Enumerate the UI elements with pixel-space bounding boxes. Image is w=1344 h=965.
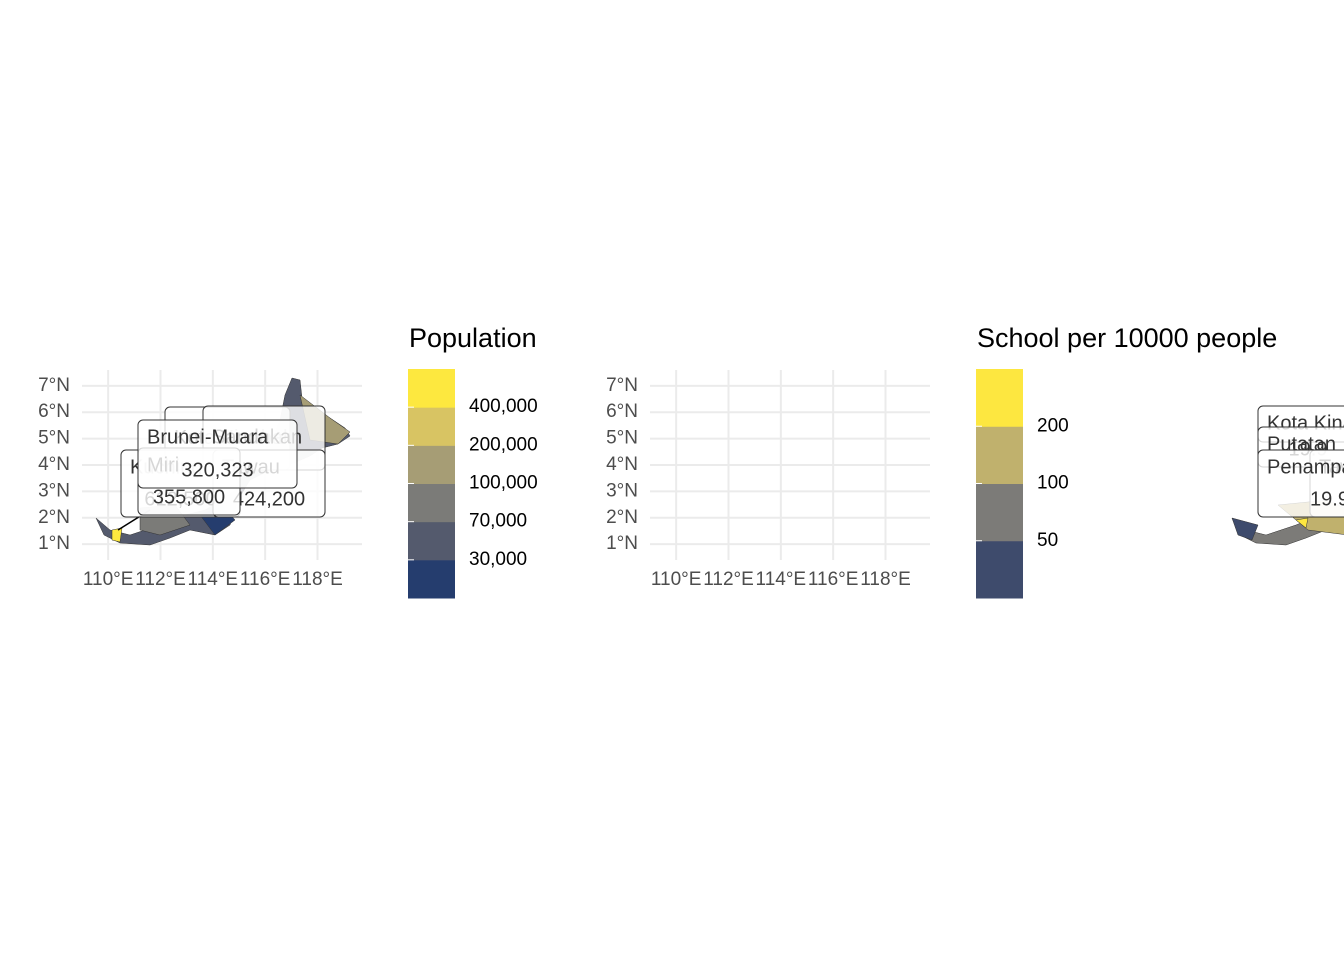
legend-label: 400,000	[469, 396, 538, 417]
y-tick-label: 4°N	[606, 454, 638, 475]
y-tick-label: 2°N	[606, 507, 638, 528]
x-tick-label: 118°E	[292, 569, 343, 590]
y-tick-label: 2°N	[38, 507, 70, 528]
legend-title: School per 10000 people	[977, 323, 1277, 353]
x-tick-label: 110°E	[651, 569, 702, 590]
legend-label: 70,000	[469, 511, 527, 532]
y-tick-label: 3°N	[606, 480, 638, 501]
label-value: 355,800	[153, 486, 225, 508]
y-tick-label: 1°N	[606, 533, 638, 554]
label-value: 320,323	[181, 459, 253, 481]
y-tick-label: 3°N	[38, 480, 70, 501]
y-tick-label: 5°N	[38, 428, 70, 449]
label-value: 19.9	[1310, 488, 1344, 510]
region	[1231, 517, 1259, 541]
legend-swatch	[408, 483, 455, 523]
legend-label: 30,000	[469, 549, 527, 570]
legend-swatch	[408, 521, 455, 561]
legend-swatch	[976, 483, 1023, 542]
y-tick-label: 6°N	[38, 401, 70, 422]
legend-swatch	[976, 426, 1023, 484]
map-label: Brunei-Muara 320,323	[137, 419, 298, 489]
legend-label: 100	[1037, 473, 1069, 494]
y-tick-label: 5°N	[606, 428, 638, 449]
region	[1295, 517, 1309, 529]
label-value: 424,200	[233, 488, 305, 510]
legend-swatch	[976, 369, 1023, 427]
map-label: Penampang 19.9	[1257, 449, 1344, 518]
y-tick-label: 1°N	[38, 533, 70, 554]
x-tick-label: 116°E	[808, 569, 859, 590]
legend-swatch	[408, 445, 455, 484]
label-name: Brunei-Muara	[147, 426, 269, 448]
legend-label: 100,000	[469, 473, 538, 494]
panel: 110°E 112°E 114°E 116°E 118°E 1°N 2°N 3°N 4°N 5°N…	[38, 323, 538, 599]
legend-label: 50	[1037, 530, 1058, 551]
region	[111, 527, 123, 543]
y-tick-label: 7°N	[606, 375, 638, 396]
x-tick-label: 114°E	[756, 569, 807, 590]
label-name: Penampang	[1267, 456, 1344, 478]
y-tick-label: 7°N	[38, 375, 70, 396]
legend-swatch	[408, 559, 455, 599]
x-tick-label: 114°E	[188, 569, 239, 590]
x-tick-label: 110°E	[83, 569, 134, 590]
label-box	[137, 419, 298, 489]
y-tick-label: 4°N	[38, 454, 70, 475]
legend-swatch	[976, 540, 1023, 599]
legend-title: Population	[409, 323, 537, 353]
legend-swatch	[408, 369, 455, 408]
x-tick-label: 112°E	[703, 569, 754, 590]
legend-label: 200	[1037, 415, 1069, 436]
legend-swatch	[408, 407, 455, 446]
label-box	[1257, 449, 1344, 518]
x-tick-label: 112°E	[135, 569, 186, 590]
x-tick-label: 116°E	[240, 569, 291, 590]
legend-label: 200,000	[469, 434, 538, 455]
x-tick-label: 118°E	[860, 569, 911, 590]
panel: 110°E 112°E 114°E 116°E 118°E 1°N 2°N 3°N 4°N 5°N…	[606, 323, 1344, 599]
y-tick-label: 6°N	[606, 401, 638, 422]
